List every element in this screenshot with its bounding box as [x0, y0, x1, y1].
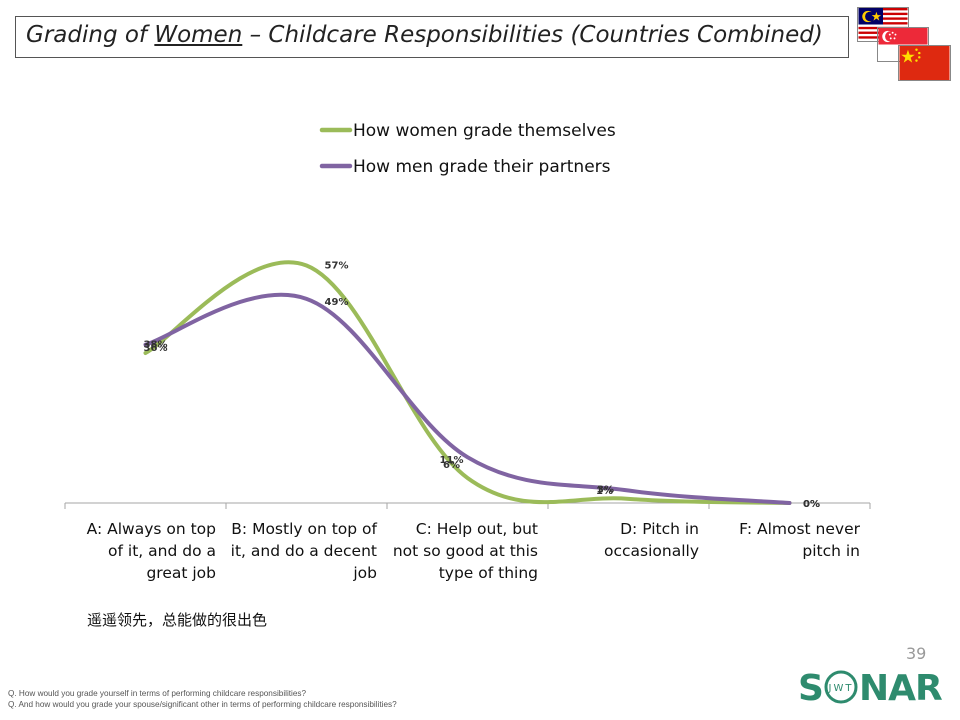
data-label: 0% [803, 499, 820, 510]
chart-legend: How women grade themselves How men grade… [319, 121, 616, 177]
logo-sub: JWT [828, 683, 854, 694]
page-title: Grading of Women – Childcare Responsibil… [26, 22, 823, 48]
data-label: 0% [803, 499, 820, 510]
title-suffix: – Childcare Responsibilities (Countries … [242, 22, 823, 48]
series-line-women [143, 260, 792, 505]
title-prefix: Grading of [26, 22, 155, 48]
data-label: 1% [596, 486, 613, 497]
title-subject: Women [154, 22, 243, 48]
x-tick-label: F: Almost never pitch in [739, 520, 861, 560]
title-box: Grading of Women – Childcare Responsibil… [15, 16, 849, 58]
line-chart: How women grade themselves How men grade… [64, 121, 871, 582]
data-label: 36% [144, 343, 168, 354]
china-flag [898, 45, 951, 81]
data-label: 6% [443, 460, 460, 471]
x-tick-label: A: Always on top of it, and do a great job [87, 520, 216, 582]
x-tick-label: B: Mostly on top of it, and do a decent jo… [231, 520, 378, 582]
data-label: 49% [325, 297, 349, 308]
footnote-line-2: Q. And how would you grade your spouse/s… [8, 700, 397, 709]
chinese-note: 遥遥领先，总能做的很出色 [87, 611, 268, 629]
x-tick-label: C: Help out, but not so good at this type … [393, 520, 538, 582]
data-label: 11% [440, 455, 464, 466]
sonar-jwt-logo: S JWT NAR [798, 668, 943, 709]
legend-label-men: How men grade their partners [353, 157, 611, 177]
data-label: 57% [325, 261, 349, 272]
data-label: 38% [144, 340, 168, 351]
svg-text:S: S [798, 668, 823, 709]
page-number: 39 [906, 644, 927, 663]
data-label: 3% [597, 485, 614, 496]
legend-label-women: How women grade themselves [353, 121, 616, 141]
series-line-men [143, 292, 792, 505]
x-tick-label: D: Pitch in occasionally [604, 520, 699, 560]
svg-text:NAR: NAR [859, 668, 942, 709]
footnote: Q. How would you grade yourself in terms… [8, 688, 397, 710]
footnote-line-1: Q. How would you grade yourself in terms… [8, 689, 307, 698]
